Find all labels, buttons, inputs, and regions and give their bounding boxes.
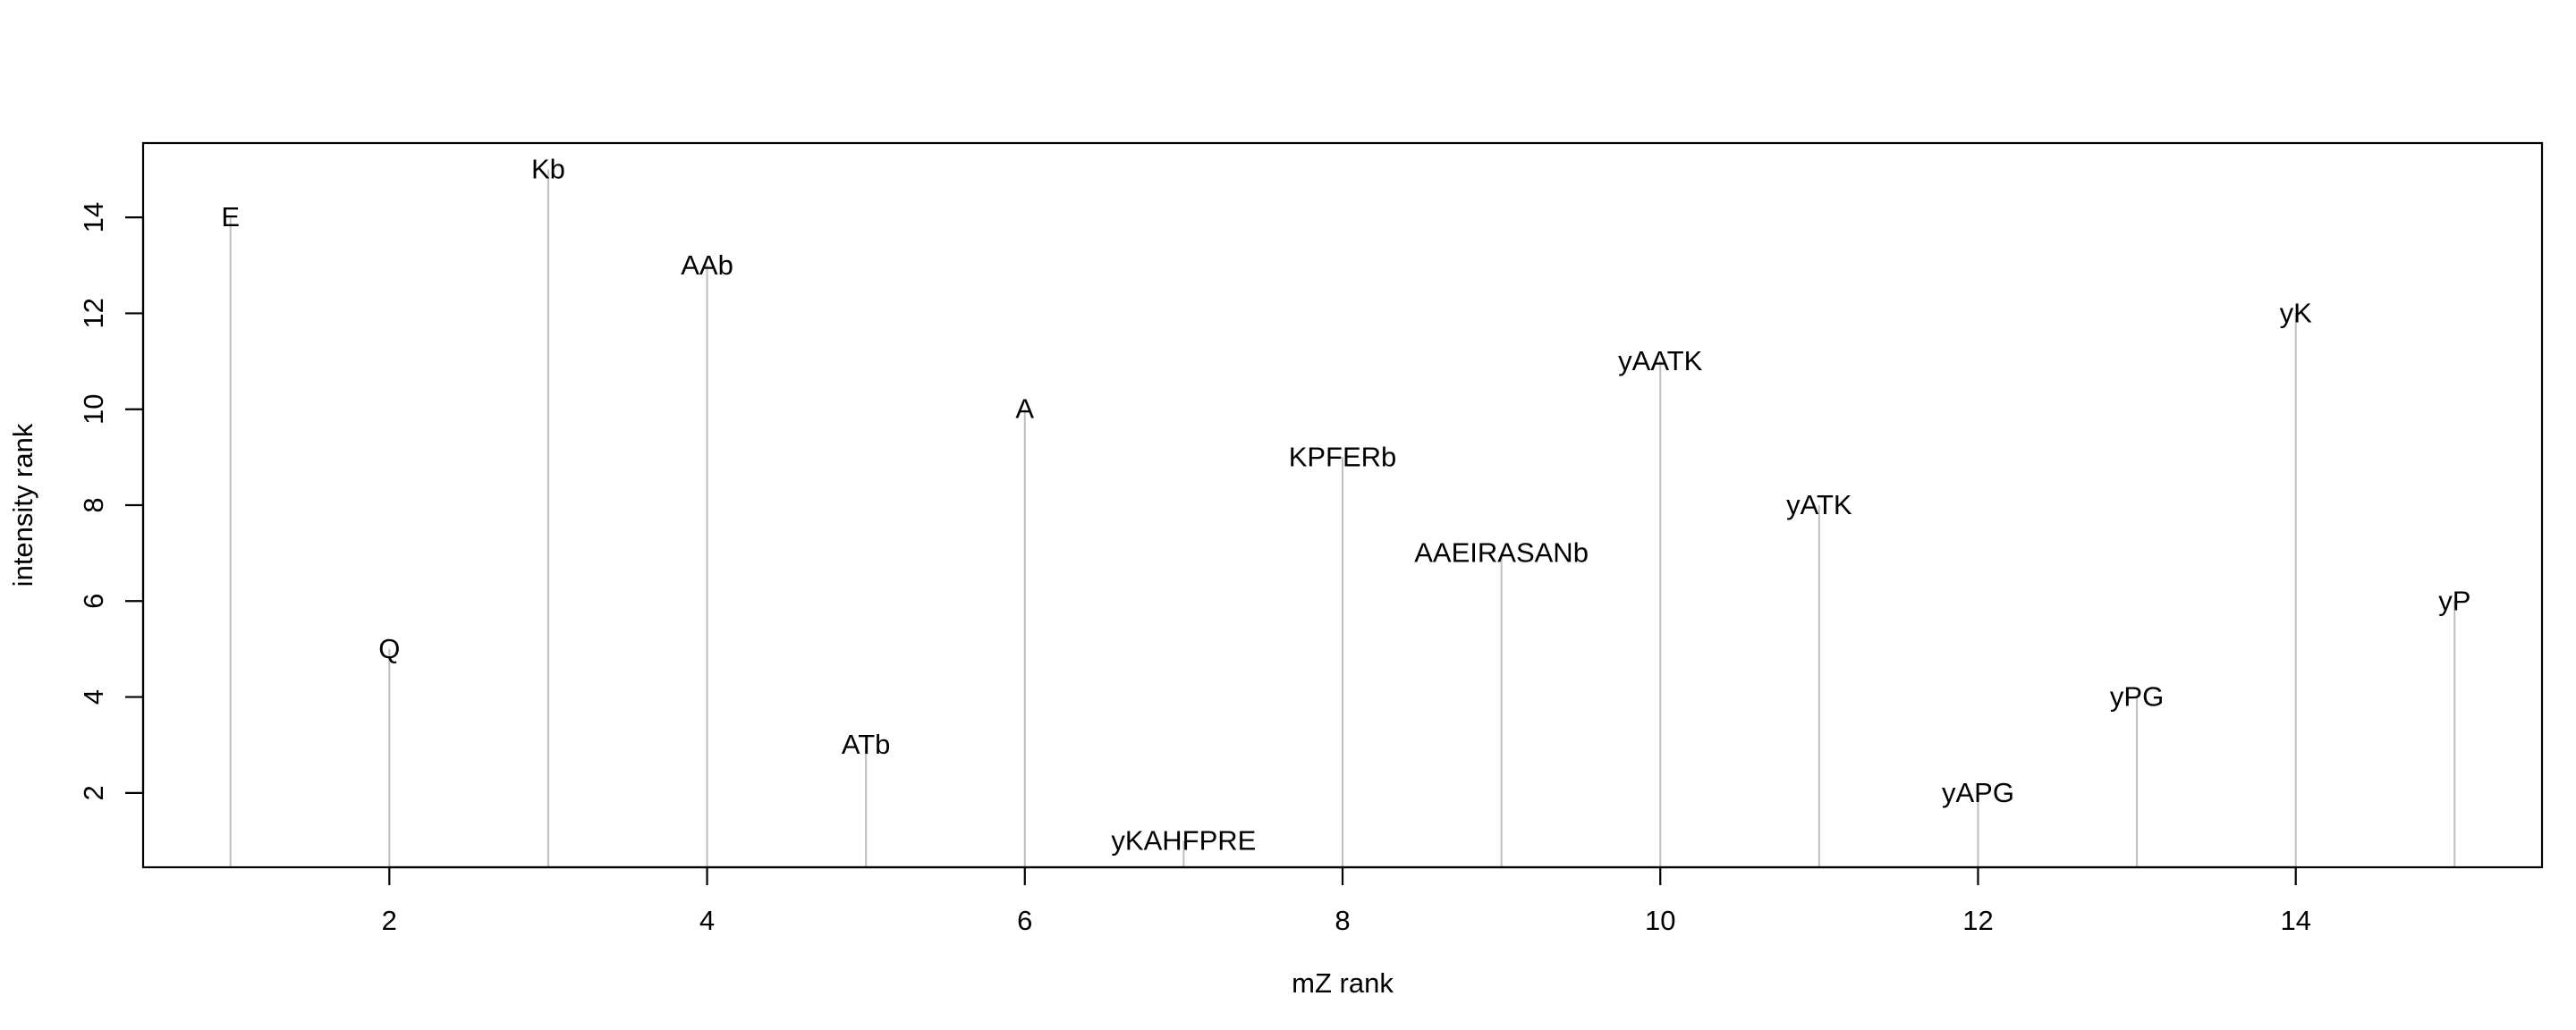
y-axis-title: intensity rank — [7, 423, 38, 587]
x-tick-label-6: 6 — [1017, 905, 1032, 936]
peak-label-yAATK: yAATK — [1618, 345, 1702, 376]
x-tick-label-12: 12 — [1962, 905, 1993, 936]
peak-label-Q: Q — [378, 633, 400, 664]
peak-label-ATb: ATb — [842, 729, 891, 760]
peak-label-yKAHFPRE: yKAHFPRE — [1111, 824, 1256, 856]
y-tick-label-8: 8 — [78, 497, 109, 512]
y-tick-label-4: 4 — [78, 689, 109, 705]
y-axis: 2 4 6 8 10 12 14 — [78, 202, 145, 800]
y-tick-label-12: 12 — [78, 298, 109, 328]
peak-label-AAEIRASANb: AAEIRASANb — [1414, 537, 1589, 569]
peak-label-E: E — [221, 201, 240, 232]
x-tick-label-4: 4 — [699, 905, 715, 936]
peak-label-yPG: yPG — [2110, 681, 2164, 713]
y-tick-label-14: 14 — [78, 202, 109, 232]
peak-label-A: A — [1015, 393, 1034, 425]
peak-label-yATK: yATK — [1786, 489, 1852, 520]
y-tick-label-6: 6 — [78, 594, 109, 609]
peak-label-yAPG: yAPG — [1942, 777, 2014, 808]
x-tick-label-14: 14 — [2280, 905, 2310, 936]
peak-label-Kb: Kb — [531, 154, 565, 185]
peak-label-yP: yP — [2438, 585, 2470, 616]
x-tick-label-10: 10 — [1645, 905, 1675, 936]
y-tick-label-2: 2 — [78, 785, 109, 800]
peak-label-AAb: AAb — [681, 249, 733, 281]
stem-lines — [229, 169, 2456, 867]
x-tick-label-2: 2 — [382, 905, 397, 936]
y-tick-label-10: 10 — [78, 393, 109, 424]
x-axis-title: mZ rank — [1292, 967, 1394, 999]
x-tick-label-8: 8 — [1335, 905, 1350, 936]
peak-label-KPFERb: KPFERb — [1289, 441, 1397, 472]
x-axis: 2 4 6 8 10 12 14 — [382, 865, 2311, 936]
peak-label-yK: yK — [2280, 297, 2313, 328]
